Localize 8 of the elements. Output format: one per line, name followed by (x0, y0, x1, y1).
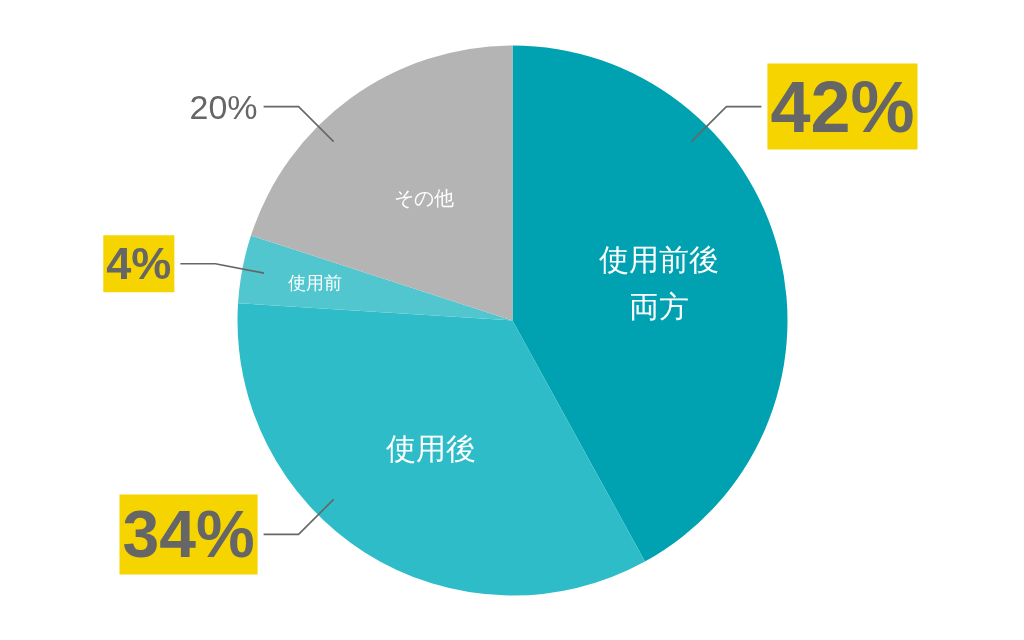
slice-label: 使用前後両方 (599, 241, 719, 325)
data-label: 20% (189, 87, 258, 126)
slice-label: 使用後 (386, 430, 477, 466)
slice-label: その他 (393, 186, 454, 211)
data-label: 42% (770, 66, 915, 147)
data-label: 4% (106, 238, 172, 290)
data-label: 34% (122, 497, 255, 572)
slice-label: 使用前 (288, 272, 343, 294)
